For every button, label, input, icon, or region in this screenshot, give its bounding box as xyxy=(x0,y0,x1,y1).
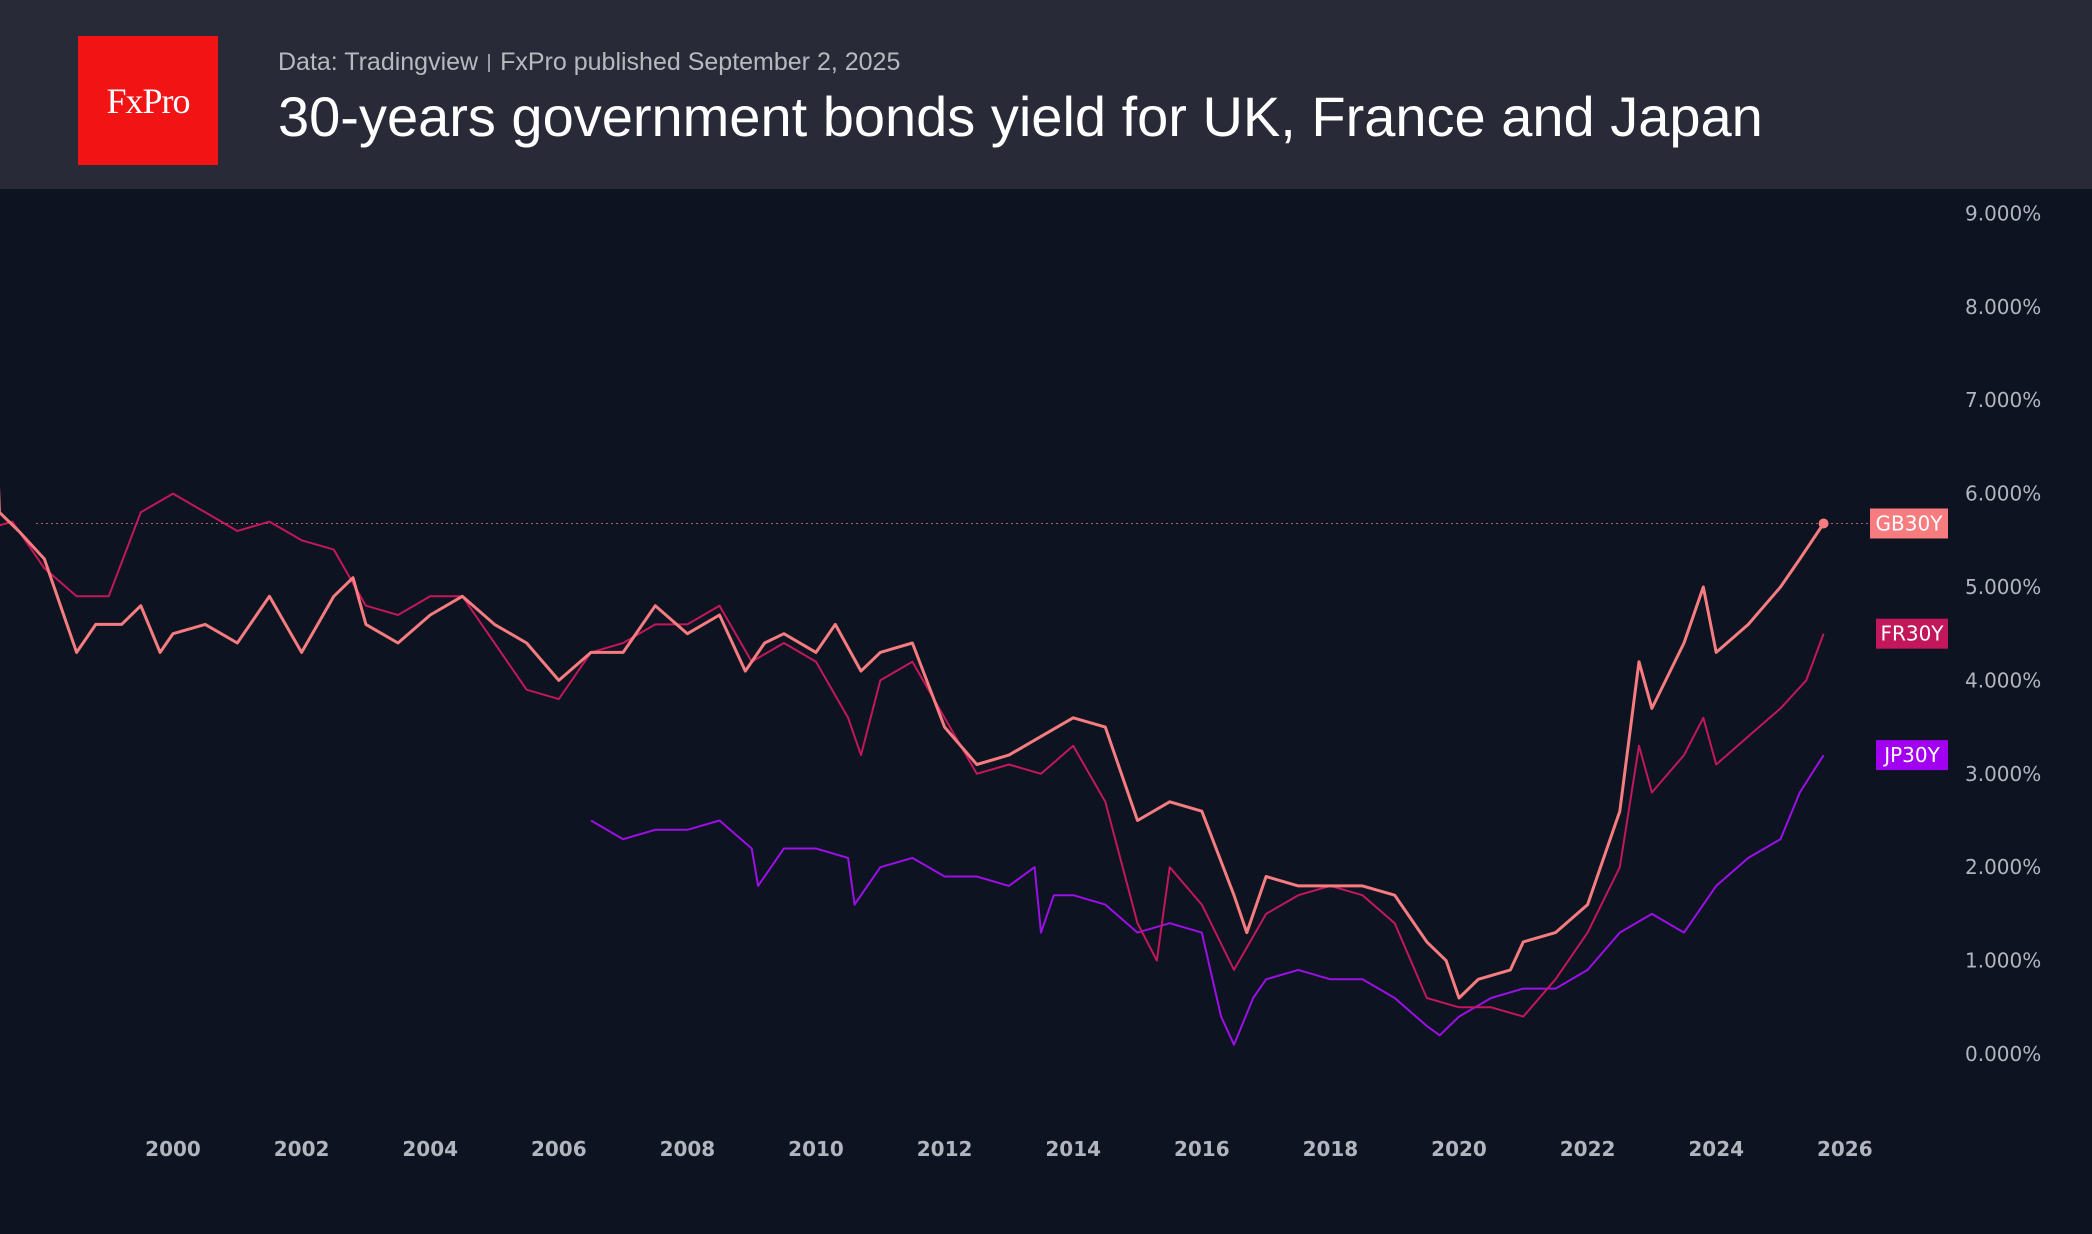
series-line-jp30y xyxy=(590,754,1825,1046)
series-line-fr30y xyxy=(0,492,1825,1018)
last-price-marker xyxy=(1818,518,1829,529)
separator xyxy=(488,54,491,73)
x-tick-label: 2010 xyxy=(788,1137,844,1161)
x-tick-label: 2024 xyxy=(1688,1137,1744,1161)
y-tick-label: 0.000% xyxy=(1965,1042,2041,1066)
series-tag-label: JP30Y xyxy=(1882,743,1940,767)
chart-area: 9.000% 8.000% 7.000% 6.000% 5.000% 4.000% 3.00… xyxy=(0,201,2041,1161)
series-tag-gb30y xyxy=(1870,508,1948,539)
x-tick-label: 2022 xyxy=(1560,1137,1616,1161)
fxpro-logo: FxPro xyxy=(78,36,218,165)
series-tag-label: FR30Y xyxy=(1880,622,1944,646)
x-tick-label: 2016 xyxy=(1174,1137,1230,1161)
series-tag-fr30y xyxy=(1876,618,1948,649)
data-source: Data: Tradingview xyxy=(278,48,479,76)
x-tick-label: 997 xyxy=(0,1137,1,1161)
y-tick-label: 9.000% xyxy=(1965,201,2041,225)
header: FxPro Data: Tradingview FxPro published S… xyxy=(0,0,2092,189)
y-tick-label: 1.000% xyxy=(1965,949,2041,973)
published-date: FxPro published September 2, 2025 xyxy=(500,48,901,76)
x-tick-label: 2002 xyxy=(274,1137,330,1161)
series-line-gb30y xyxy=(0,486,1825,1000)
y-tick-label: 5.000% xyxy=(1965,575,2041,599)
y-tick-label: 4.000% xyxy=(1965,668,2041,692)
y-tick-label: 2.000% xyxy=(1965,855,2041,879)
chart-title: 30-years government bonds yield for UK, … xyxy=(278,85,1763,148)
series-tag-jp30y xyxy=(1876,740,1948,771)
x-tick-label: 2026 xyxy=(1817,1137,1873,1161)
y-tick-label: 7.000% xyxy=(1965,388,2041,412)
x-tick-label: 2004 xyxy=(402,1137,458,1161)
x-tick-label: 2008 xyxy=(660,1137,716,1161)
x-tick-label: 2000 xyxy=(145,1137,201,1161)
y-tick-label: 6.000% xyxy=(1965,482,2041,506)
series-tag-label: GB30Y xyxy=(1876,511,1944,535)
x-tick-label: 2006 xyxy=(531,1137,587,1161)
y-tick-label: 3.000% xyxy=(1965,762,2041,786)
y-tick-label: 8.000% xyxy=(1965,295,2041,319)
x-tick-label: 2012 xyxy=(917,1137,973,1161)
logo-text: FxPro xyxy=(106,80,190,121)
x-tick-label: 2020 xyxy=(1431,1137,1487,1161)
x-tick-label: 2014 xyxy=(1045,1137,1101,1161)
x-tick-label: 2018 xyxy=(1303,1137,1359,1161)
subtitle: Data: Tradingview FxPro published Septemb… xyxy=(278,48,900,77)
